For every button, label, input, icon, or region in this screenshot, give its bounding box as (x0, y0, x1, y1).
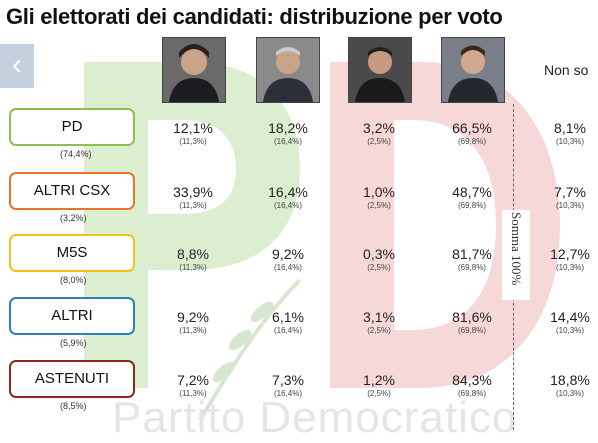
cell-value: 33,9% (173, 184, 213, 200)
cell-baseline: (10,3%) (555, 137, 584, 146)
cell-value: 3,2% (363, 120, 395, 136)
non-so-header: Non so (544, 62, 589, 78)
cell-baseline: (69,8%) (457, 137, 486, 146)
cell-baseline: (11,3%) (179, 326, 207, 335)
cell-baseline: (16,4%) (273, 137, 302, 146)
cell-baseline: (2,5%) (367, 137, 391, 146)
cell-baseline: (69,8%) (457, 389, 486, 398)
cell-value: 1,0% (363, 184, 395, 200)
cell-baseline: (2,5%) (367, 201, 391, 210)
cell-value: 81,6% (452, 309, 492, 325)
cell-value: 18,2% (268, 120, 308, 136)
category-label-astenuti: ASTENUTI (9, 360, 135, 398)
cell-baseline: (69,8%) (457, 326, 486, 335)
cell-baseline: (16,4%) (273, 326, 302, 335)
cell-baseline: (10,3%) (555, 326, 584, 335)
cell-baseline: (10,3%) (555, 263, 584, 272)
cell-value: 66,5% (452, 120, 492, 136)
cell-value: 8,1% (554, 120, 586, 136)
cell-baseline: (10,3%) (555, 201, 584, 210)
cell-value: 6,1% (272, 309, 304, 325)
cell-value: 7,3% (272, 372, 304, 388)
category-share: (3,2%) (60, 213, 87, 223)
cell-baseline: (11,3%) (179, 201, 207, 210)
cell-value: 9,2% (177, 309, 209, 325)
category-share: (8,5%) (60, 401, 87, 411)
cell-value: 8,8% (177, 246, 209, 262)
cell-baseline: (16,4%) (273, 201, 302, 210)
category-label-altri: ALTRI (9, 297, 135, 335)
previous-slide-button[interactable]: ‹ (0, 44, 34, 88)
cell-baseline: (2,5%) (367, 263, 391, 272)
cell-baseline: (16,4%) (273, 263, 302, 272)
candidate-1-photo (162, 37, 226, 103)
somma-label: Somma 100% (509, 212, 524, 286)
cell-value: 14,4% (550, 309, 590, 325)
category-label-pd: PD (9, 108, 135, 146)
cell-baseline: (16,4%) (273, 389, 302, 398)
cell-value: 1,2% (363, 372, 395, 388)
party-watermark: Partito Democratico (112, 393, 518, 442)
category-share: (5,9%) (60, 338, 87, 348)
somma-label-box: Somma 100% (502, 210, 530, 300)
category-label-m5s: M5S (9, 234, 135, 272)
category-label-altri-csx: ALTRI CSX (9, 172, 135, 210)
cell-value: 16,4% (268, 184, 308, 200)
category-share: (74,4%) (60, 149, 92, 159)
cell-baseline: (11,3%) (179, 389, 207, 398)
chevron-left-icon: ‹ (12, 48, 22, 81)
cell-value: 9,2% (272, 246, 304, 262)
cell-value: 12,1% (173, 120, 213, 136)
cell-value: 7,7% (554, 184, 586, 200)
cell-value: 7,2% (177, 372, 209, 388)
cell-baseline: (2,5%) (367, 389, 391, 398)
candidate-2-photo (256, 37, 320, 103)
cell-baseline: (11,3%) (179, 137, 207, 146)
cell-baseline: (69,8%) (457, 263, 486, 272)
cell-baseline: (2,5%) (367, 326, 391, 335)
cell-value: 81,7% (452, 246, 492, 262)
cell-baseline: (69,8%) (457, 201, 486, 210)
cell-value: 3,1% (363, 309, 395, 325)
cell-value: 84,3% (452, 372, 492, 388)
candidate-4-photo (441, 37, 505, 103)
cell-baseline: (11,3%) (179, 263, 207, 272)
page-title: Gli elettorati dei candidati: distribuzi… (6, 4, 503, 29)
cell-baseline: (10,3%) (555, 389, 584, 398)
candidate-3-photo (348, 37, 412, 103)
category-share: (8,0%) (60, 275, 87, 285)
cell-value: 12,7% (550, 246, 590, 262)
cell-value: 48,7% (452, 184, 492, 200)
cell-value: 0,3% (363, 246, 395, 262)
cell-value: 18,8% (550, 372, 590, 388)
